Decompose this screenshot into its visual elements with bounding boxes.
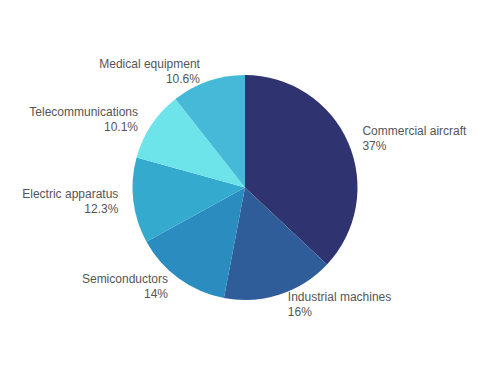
svg-text:Telecommunications: Telecommunications: [29, 105, 138, 119]
svg-text:10.6%: 10.6%: [166, 72, 200, 86]
svg-text:14%: 14%: [144, 287, 168, 301]
svg-text:Commercial aircraft: Commercial aircraft: [362, 124, 467, 138]
svg-text:Electric apparatus: Electric apparatus: [22, 187, 118, 201]
svg-text:16%: 16%: [288, 305, 312, 319]
svg-text:Industrial machines: Industrial machines: [288, 290, 391, 304]
svg-text:37%: 37%: [362, 139, 386, 153]
svg-text:Medical equipment: Medical equipment: [99, 57, 200, 71]
svg-text:10.1%: 10.1%: [104, 120, 138, 134]
svg-text:Semiconductors: Semiconductors: [82, 272, 168, 286]
svg-text:12.3%: 12.3%: [84, 202, 118, 216]
